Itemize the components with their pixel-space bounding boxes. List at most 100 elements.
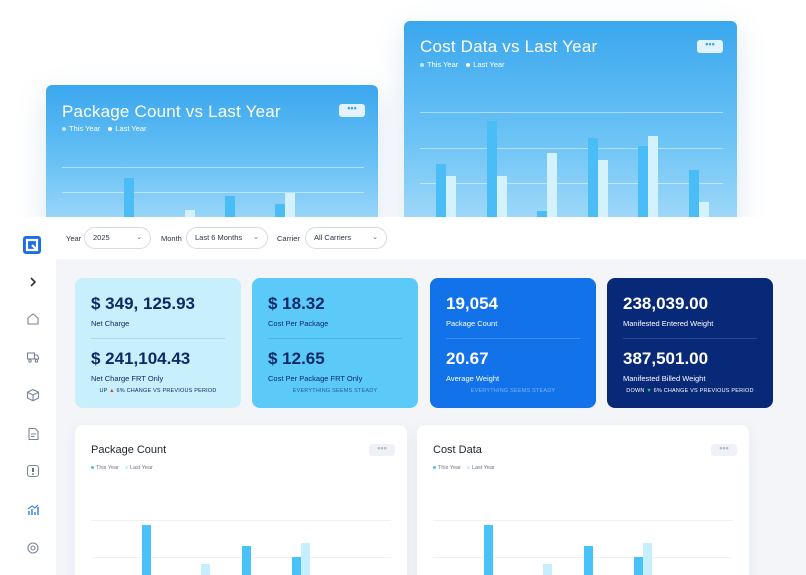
package-count-panel: Package Count ••• This Year Last Year [75,425,407,575]
month-select-value: Last 6 Months [195,233,243,242]
gridline [433,520,733,521]
month-select[interactable]: Last 6 Months ⌄ [186,227,268,249]
document-icon[interactable] [26,427,40,441]
box-icon[interactable] [26,388,40,402]
kpi-label: Net Charge [91,319,130,328]
kpi-label: Manifested Entered Weight [623,319,714,328]
kpi-label: Cost Per Package [268,319,329,328]
bar-this-year[interactable] [292,557,301,575]
legend-this-year: This Year [433,465,461,471]
filter-bar: Year 2025 ⌄ Month Last 6 Months ⌄ Carrie… [56,217,806,259]
hero-package-title: Package Count vs Last Year [62,102,281,121]
bar-last-year[interactable] [497,176,507,218]
kpi-label: Package Count [446,319,498,328]
gridline [420,183,723,184]
chevron-down-icon: ⌄ [372,234,378,241]
settings-icon[interactable] [26,541,40,555]
bar-this-year[interactable] [588,138,598,218]
bar-this-year[interactable] [142,525,151,575]
bar-last-year[interactable] [598,160,608,218]
logo-icon[interactable] [23,236,41,254]
year-select[interactable]: 2025 ⌄ [84,227,151,249]
bar-this-year[interactable] [634,557,643,575]
kpi-footer: UP ▲ 6% CHANGE VS PREVIOUS PERIOD [75,388,241,394]
bar-this-year[interactable] [275,204,285,218]
kpi-label: Cost Per Package FRT Only [268,374,363,383]
kpi-label: Manifested Billed Weight [623,374,706,383]
bar-last-year[interactable] [285,193,295,218]
chevron-down-icon: ⌄ [253,234,259,241]
year-label: Year [66,234,82,243]
sidebar [0,217,56,575]
kpi-footer-pre: UP [99,388,108,394]
legend-this-year: This Year [91,465,119,471]
bar-last-year[interactable] [446,176,456,218]
legend-this-year: This Year [420,60,458,69]
chart-icon[interactable] [26,503,40,517]
legend-last-year: Last Year [124,465,153,471]
panel-more-button[interactable]: ••• [369,444,395,456]
package-count-hero-card: Package Count vs Last Year This Year Las… [46,85,378,235]
bar-this-year[interactable] [537,211,547,218]
truck-icon[interactable] [26,350,40,364]
kpi-footer: EVERYTHING SEEMS STEADY [252,388,418,394]
bar-this-year[interactable] [689,170,699,218]
year-select-value: 2025 [93,233,110,242]
legend-last-year: Last Year [108,124,147,133]
bar-this-year[interactable] [484,525,493,575]
carrier-select[interactable]: All Carriers ⌄ [305,227,387,249]
legend-last-year: Last Year [466,60,505,69]
bar-this-year[interactable] [242,546,251,575]
kpi-value: $ 18.32 [268,294,325,313]
chevron-down-icon: ⌄ [136,234,142,241]
panel-more-button[interactable]: ••• [711,444,737,456]
kpi-footer-pre: DOWN [626,388,645,394]
kpi-divider [446,338,580,339]
bar-this-year[interactable] [225,196,235,218]
bar-last-year[interactable] [201,564,210,575]
panel-legend: This Year Last Year [433,465,495,471]
bar-this-year[interactable] [487,121,497,218]
hero-package-more-button[interactable]: ••• [339,104,365,117]
hero-cost-legend: This Year Last Year [420,60,505,69]
dashboard: Year 2025 ⌄ Month Last 6 Months ⌄ Carrie… [0,217,806,575]
kpi-value: $ 349, 125.93 [91,294,195,313]
carrier-select-value: All Carriers [314,233,352,242]
kpi-footer: DOWN ▼ 6% CHANGE VS PREVIOUS PERIOD [607,388,773,394]
bar-last-year[interactable] [648,136,658,218]
bar-this-year[interactable] [436,164,446,218]
kpi-footer-text: 6% CHANGE VS PREVIOUS PERIOD [653,388,754,394]
hero-cost-more-button[interactable]: ••• [697,40,723,53]
bar-last-year[interactable] [301,543,310,575]
month-label: Month [161,234,182,243]
alert-icon[interactable] [26,464,40,478]
kpi-divider [268,338,402,339]
bar-last-year[interactable] [547,153,557,218]
bar-this-year[interactable] [638,146,648,218]
kpi-card-package-count: 19,054 Package Count 20.67 Average Weigh… [430,278,596,408]
bar-last-year[interactable] [699,202,709,218]
kpi-card-net-charge: $ 349, 125.93 Net Charge $ 241,104.43 Ne… [75,278,241,408]
kpi-label: Average Weight [446,374,500,383]
gridline [420,148,723,149]
cost-data-panel: Cost Data ••• This Year Last Year [417,425,749,575]
bar-this-year[interactable] [584,546,593,575]
bar-last-year[interactable] [543,564,552,575]
kpi-footer-text: EVERYTHING SEEMS STEADY [470,388,556,394]
gridline [62,192,364,193]
gridline [91,557,391,558]
bar-last-year[interactable] [643,543,652,575]
gridline [91,520,391,521]
bar-this-year[interactable] [124,178,134,218]
hero-cost-title: Cost Data vs Last Year [420,37,598,56]
kpi-value: $ 241,104.43 [91,349,191,368]
legend-this-year: This Year [62,124,100,133]
bar-last-year[interactable] [185,210,195,218]
chevron-right-icon[interactable] [28,277,38,287]
content-area: $ 349, 125.93 Net Charge $ 241,104.43 Ne… [56,259,806,575]
arrow-down-icon: ▼ [646,388,652,394]
home-icon[interactable] [26,312,40,326]
gridline [420,112,723,113]
hero-package-plot [62,141,364,218]
kpi-footer: EVERYTHING SEEMS STEADY [430,388,596,394]
